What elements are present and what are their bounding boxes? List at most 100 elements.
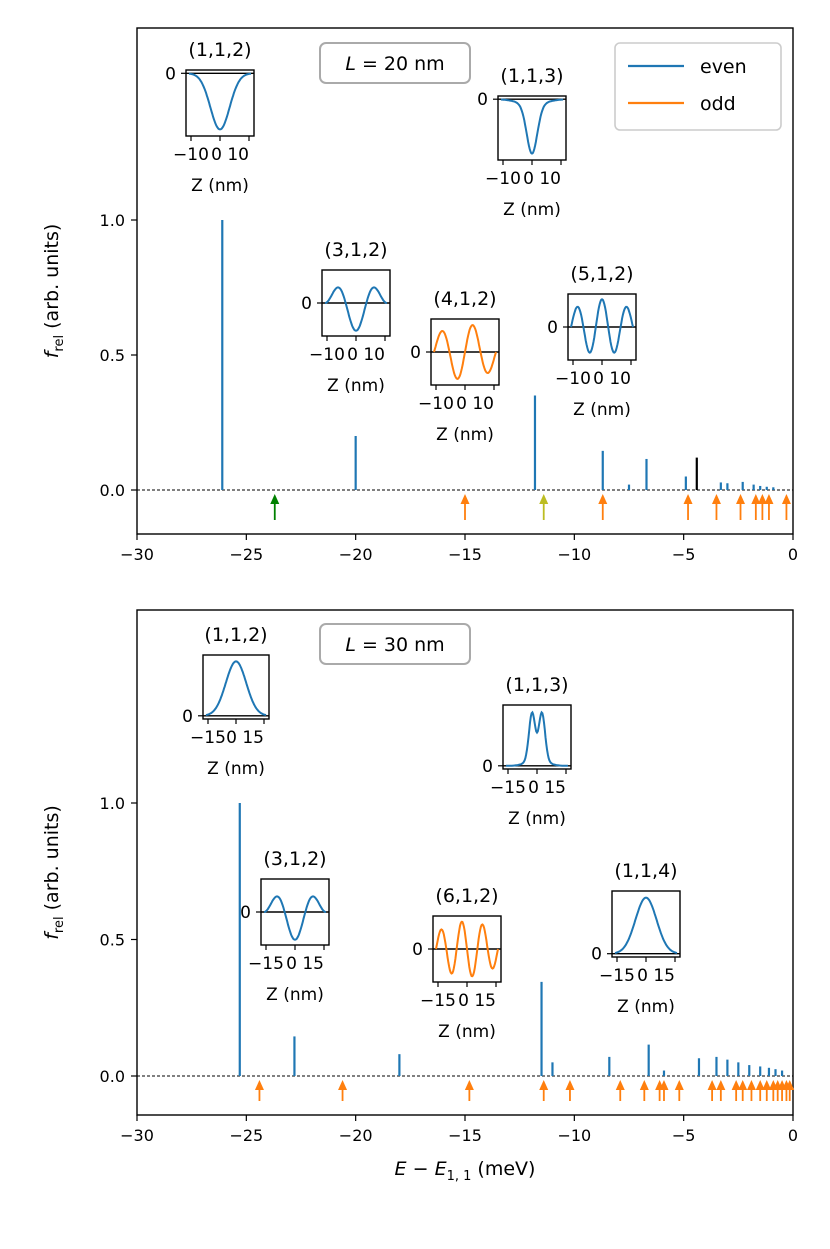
inset-title: (1,1,2): [204, 624, 267, 646]
state-arrow-head: [731, 1080, 741, 1090]
legend-odd-label: odd: [700, 93, 736, 115]
inset-x-label: Z (nm): [327, 376, 385, 396]
inset-wavefunction: [433, 324, 497, 380]
panel-top: −30 −25 −20 −15 −10 −5 0 0.0 0.5 1.0 frel (arb. un…: [41, 27, 798, 564]
legend-even-label: even: [700, 56, 747, 78]
inset-y-tick-label: 0: [477, 90, 488, 110]
inset-x-label: Z (nm): [503, 200, 561, 220]
inset-y-tick-label: 0: [412, 940, 423, 960]
inset-x-tick-label-left: −10: [555, 369, 591, 389]
inset-y-tick-label: 0: [482, 757, 493, 777]
state-arrow-head: [764, 494, 774, 504]
inset-y-tick-label: 0: [547, 318, 558, 338]
inset-title: (5,1,2): [570, 263, 633, 285]
annotation-L: L: [345, 53, 356, 75]
inset-x-tick-label-left: −15: [490, 778, 526, 798]
inset-wavefunction: [324, 286, 388, 332]
inset-title: (1,1,3): [505, 674, 568, 696]
inset-(3,1,2): (3,1,2) 0 −15 0 15 Z (nm): [240, 848, 330, 1005]
inset-x-tick-label-right: 0 10: [211, 145, 249, 165]
annotation-text: L = 20 nm: [345, 53, 444, 75]
annotation-value: = 20 nm: [356, 53, 445, 75]
x-tick-label: −30: [120, 545, 154, 564]
inset-(3,1,2): (3,1,2) 0 −10 0 10 Z (nm): [301, 239, 391, 396]
state-arrow-head: [736, 494, 746, 504]
inset-x-tick-label-left: −10: [309, 345, 345, 365]
y-tick-label: 0.0: [100, 481, 125, 500]
inset-x-label: Z (nm): [573, 400, 631, 420]
annotation-value: = 30 nm: [356, 634, 445, 656]
state-arrow-head: [762, 1080, 772, 1090]
state-arrow-head: [565, 1080, 575, 1090]
inset-x-tick-label-right: 0 10: [456, 394, 494, 414]
inset-(1,1,3): (1,1,3) 0−15 0 15 Z (nm): [482, 674, 572, 829]
legend: even odd: [614, 42, 782, 131]
state-arrow-head: [716, 1080, 726, 1090]
inset-x-label: Z (nm): [438, 1022, 496, 1042]
inset-frame: [185, 69, 255, 137]
state-arrow-head: [270, 494, 280, 504]
x-tick-label: −5: [672, 1126, 696, 1145]
inset-(1,1,2): (1,1,2) 0 −10 0 10 Z (nm): [165, 39, 255, 196]
inset-y-tick-label: 0: [165, 64, 176, 84]
inset-wavefunction: [263, 895, 327, 941]
state-arrow-head: [707, 1080, 717, 1090]
inset-y-tick-label: 0: [240, 903, 251, 923]
inset-x-tick-label-left: −15: [420, 991, 456, 1011]
state-arrow-head: [539, 494, 549, 504]
y-axis-label: frel (arb. units): [41, 805, 67, 940]
inset-(4,1,2): (4,1,2) 0 −10 0 10 Z (nm): [410, 288, 500, 445]
inset-wavefunction: [570, 298, 634, 354]
inset-x-label: Z (nm): [617, 997, 675, 1017]
annotation-box: [319, 623, 471, 665]
state-arrow-head: [751, 494, 761, 504]
y-label-rest: (arb. units): [41, 805, 63, 916]
inset-x-tick-label-right: 0 15: [226, 728, 264, 748]
y-tick-label: 0.5: [100, 346, 125, 365]
state-arrow-head: [464, 1080, 474, 1090]
inset-x-tick-label-right: 0 15: [637, 966, 675, 986]
state-arrow-head: [683, 494, 693, 504]
inset-wavefunction: [506, 710, 568, 767]
inset-wavefunction: [205, 660, 267, 717]
y-tick-label: 1.0: [100, 794, 125, 813]
inset-(1,1,3): (1,1,3) 0 −10 0 10 Z (nm): [477, 65, 567, 220]
inset-x-tick-label-left: −10: [418, 394, 454, 414]
state-arrow-head: [254, 1080, 264, 1090]
inset-(1,1,4): (1,1,4) 0−15 0 15 Z (nm): [591, 860, 681, 1017]
x-axis-label: E − E1, 1 (meV): [395, 1158, 536, 1184]
state-arrow-head: [674, 1080, 684, 1090]
state-arrow-head: [659, 1080, 669, 1090]
y-tick-label: 1.0: [100, 211, 125, 230]
y-label-f: f: [41, 348, 63, 358]
panel-bottom: −30 −25 −20 −15 −10 −5 0 0.0 0.5 1.0 frel (arb. un…: [41, 609, 798, 1184]
inset-frame: [611, 890, 681, 958]
inset-x-label: Z (nm): [436, 425, 494, 445]
y-axis-label: frel (arb. units): [41, 224, 67, 359]
inset-x-label: Z (nm): [207, 759, 265, 779]
inset-x-tick-label-right: 0 10: [347, 345, 385, 365]
inset-y-tick-label: 0: [182, 707, 193, 727]
inset-x-tick-label-right: 0 10: [523, 169, 561, 189]
inset-x-tick-label-right: 0 15: [458, 991, 496, 1011]
x-tick-label: −10: [557, 545, 591, 564]
state-arrow-head: [639, 1080, 649, 1090]
x-tick-label: −5: [672, 545, 696, 564]
x-tick-label: −25: [229, 1126, 263, 1145]
x-tick-label: 0: [788, 1126, 798, 1145]
annotation-text: L = 30 nm: [345, 634, 444, 656]
inset-x-label: Z (nm): [508, 809, 566, 829]
state-arrow-head: [711, 494, 721, 504]
x-label-minus: −: [407, 1158, 435, 1180]
inset-x-tick-label-left: −15: [190, 728, 226, 748]
inset-(5,1,2): (5,1,2) 0 −10 0 10 Z (nm): [547, 263, 637, 420]
inset-title: (4,1,2): [433, 288, 496, 310]
inset-y-tick-label: 0: [301, 294, 312, 314]
state-arrow-head: [539, 1080, 549, 1090]
inset-frame: [502, 704, 572, 770]
y-label-rest: (arb. units): [41, 224, 63, 335]
y-label-sub: rel: [52, 335, 67, 352]
y-label-f: f: [41, 930, 63, 940]
x-label-e: E: [395, 1158, 407, 1180]
